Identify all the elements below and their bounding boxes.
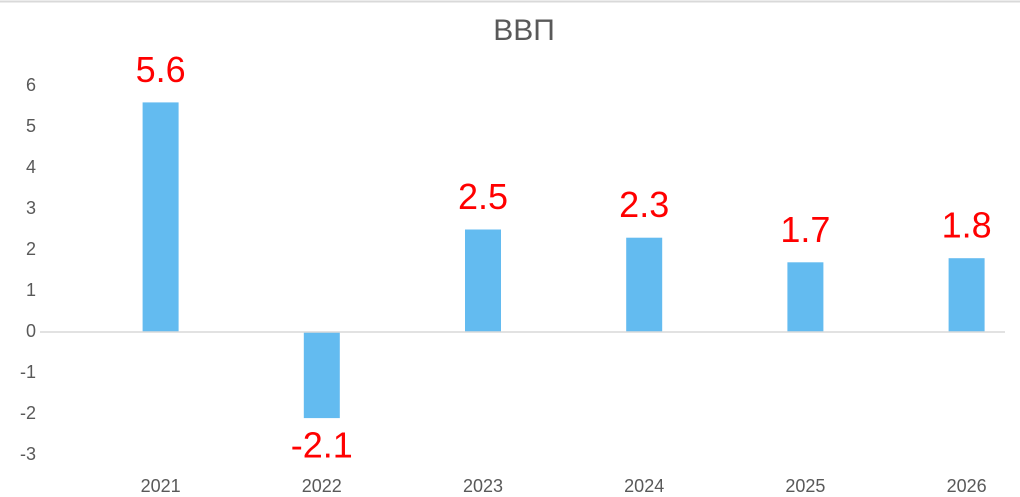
data-label: 1.8 <box>942 205 992 246</box>
y-tick-label: 2 <box>26 239 36 259</box>
x-tick-label: 2022 <box>302 476 342 496</box>
chart-title: ВВП <box>493 14 555 47</box>
bar <box>465 229 501 332</box>
data-label: 1.7 <box>780 209 830 250</box>
bar <box>787 262 824 332</box>
y-tick-label: 0 <box>26 321 36 341</box>
y-tick-label: 1 <box>26 280 36 300</box>
x-tick-label: 2025 <box>785 476 825 496</box>
y-tick-label: 5 <box>26 116 36 136</box>
y-tick-label: -3 <box>20 444 36 464</box>
x-tick-label: 2024 <box>624 476 664 496</box>
y-tick-label: 6 <box>26 75 36 95</box>
y-tick-label: -2 <box>20 403 36 423</box>
data-label: -2.1 <box>291 425 353 466</box>
bar <box>142 102 179 333</box>
y-tick-label: 4 <box>26 157 36 177</box>
data-label: 5.6 <box>136 49 186 90</box>
y-tick-label: -1 <box>20 362 36 382</box>
bar <box>303 332 340 419</box>
bar <box>626 237 663 332</box>
x-tick-label: 2021 <box>141 476 181 496</box>
data-label: 2.5 <box>458 176 508 217</box>
data-label: 2.3 <box>619 184 669 225</box>
bar <box>948 258 985 332</box>
x-tick-label: 2026 <box>947 476 987 496</box>
x-tick-label: 2023 <box>463 476 503 496</box>
y-tick-label: 3 <box>26 198 36 218</box>
